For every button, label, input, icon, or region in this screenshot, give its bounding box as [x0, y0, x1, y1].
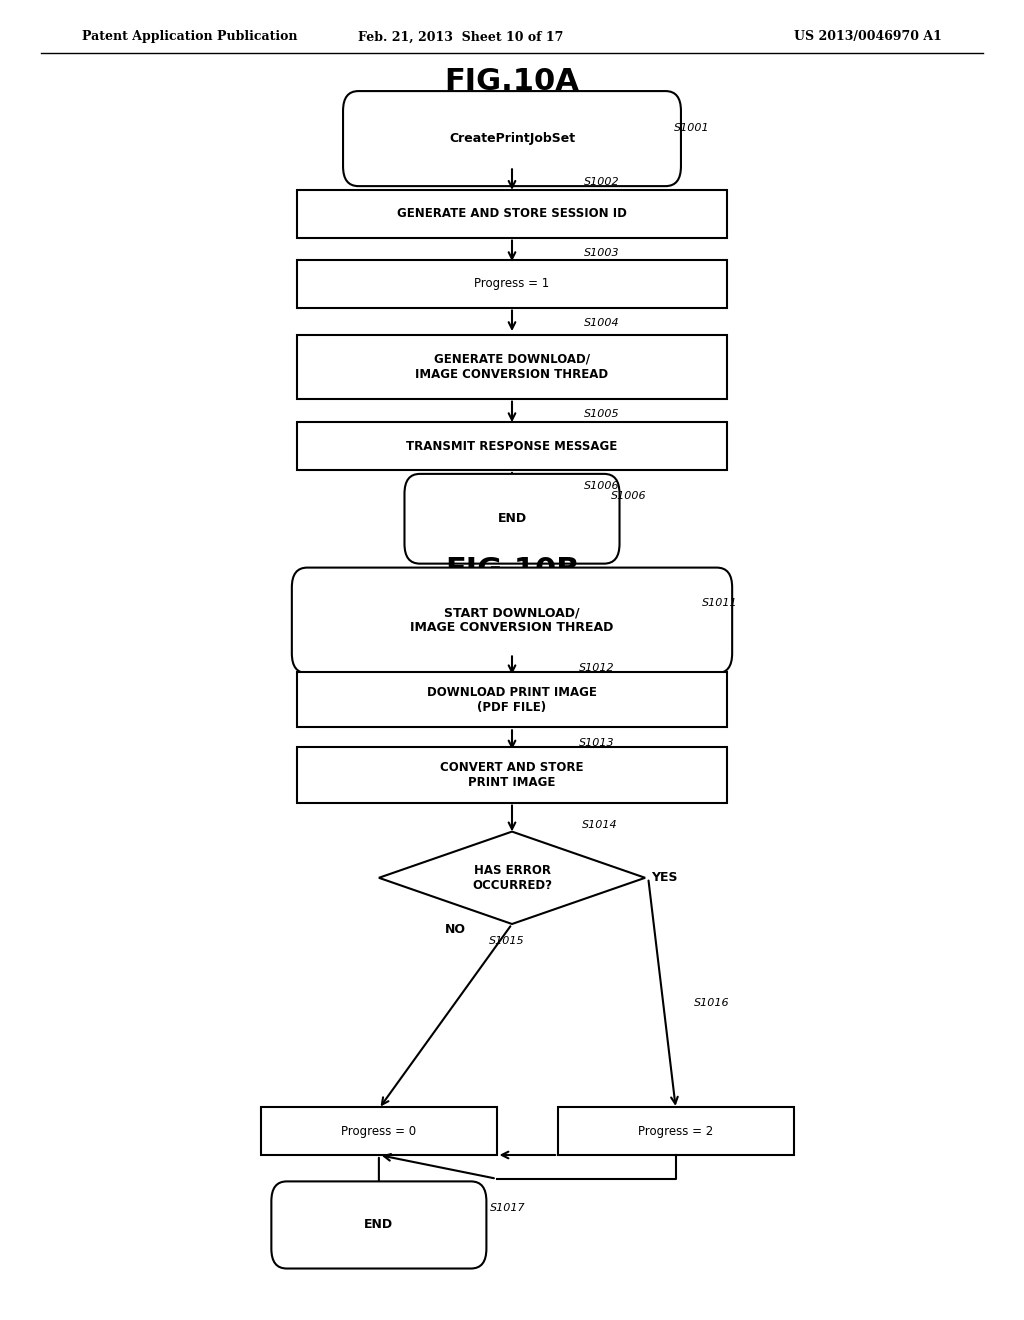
- Text: S1016: S1016: [694, 998, 730, 1008]
- Text: S1015: S1015: [488, 936, 524, 946]
- Text: S1004: S1004: [584, 318, 620, 329]
- Text: CONVERT AND STORE
PRINT IMAGE: CONVERT AND STORE PRINT IMAGE: [440, 760, 584, 789]
- Text: YES: YES: [651, 871, 678, 884]
- Text: DOWNLOAD PRINT IMAGE
(PDF FILE): DOWNLOAD PRINT IMAGE (PDF FILE): [427, 685, 597, 714]
- Text: S1005: S1005: [584, 409, 620, 420]
- Text: S1002: S1002: [584, 177, 620, 187]
- Text: GENERATE AND STORE SESSION ID: GENERATE AND STORE SESSION ID: [397, 207, 627, 220]
- FancyBboxPatch shape: [271, 1181, 486, 1269]
- FancyBboxPatch shape: [558, 1107, 794, 1155]
- FancyBboxPatch shape: [297, 747, 727, 803]
- FancyBboxPatch shape: [297, 260, 727, 308]
- Text: Progress = 1: Progress = 1: [474, 277, 550, 290]
- FancyBboxPatch shape: [261, 1107, 497, 1155]
- Text: Progress = 2: Progress = 2: [638, 1125, 714, 1138]
- Text: GENERATE DOWNLOAD/
IMAGE CONVERSION THREAD: GENERATE DOWNLOAD/ IMAGE CONVERSION THRE…: [416, 352, 608, 381]
- Text: END: END: [498, 512, 526, 525]
- Text: S1006: S1006: [584, 480, 620, 491]
- Text: FIG.10A: FIG.10A: [444, 67, 580, 96]
- FancyBboxPatch shape: [297, 335, 727, 399]
- Text: Progress = 0: Progress = 0: [341, 1125, 417, 1138]
- Text: Patent Application Publication: Patent Application Publication: [82, 30, 297, 44]
- Text: S1001: S1001: [674, 123, 710, 133]
- FancyBboxPatch shape: [343, 91, 681, 186]
- Text: S1012: S1012: [579, 663, 614, 673]
- Text: TRANSMIT RESPONSE MESSAGE: TRANSMIT RESPONSE MESSAGE: [407, 440, 617, 453]
- Text: S1014: S1014: [582, 820, 617, 830]
- Polygon shape: [379, 832, 645, 924]
- Text: US 2013/0046970 A1: US 2013/0046970 A1: [795, 30, 942, 44]
- Text: NO: NO: [444, 923, 466, 936]
- Text: S1017: S1017: [489, 1203, 525, 1213]
- FancyBboxPatch shape: [404, 474, 620, 564]
- FancyBboxPatch shape: [297, 672, 727, 727]
- Text: S1013: S1013: [579, 738, 614, 748]
- Text: S1011: S1011: [701, 598, 737, 609]
- Text: S1003: S1003: [584, 248, 620, 259]
- Text: END: END: [365, 1218, 393, 1232]
- Text: FIG.10B: FIG.10B: [444, 556, 580, 585]
- Text: START DOWNLOAD/
IMAGE CONVERSION THREAD: START DOWNLOAD/ IMAGE CONVERSION THREAD: [411, 606, 613, 635]
- Text: CreatePrintJobSet: CreatePrintJobSet: [449, 132, 575, 145]
- Text: HAS ERROR
OCCURRED?: HAS ERROR OCCURRED?: [472, 863, 552, 892]
- Text: S1006: S1006: [611, 491, 647, 502]
- Text: Feb. 21, 2013  Sheet 10 of 17: Feb. 21, 2013 Sheet 10 of 17: [358, 30, 563, 44]
- FancyBboxPatch shape: [297, 190, 727, 238]
- FancyBboxPatch shape: [297, 422, 727, 470]
- FancyBboxPatch shape: [292, 568, 732, 673]
